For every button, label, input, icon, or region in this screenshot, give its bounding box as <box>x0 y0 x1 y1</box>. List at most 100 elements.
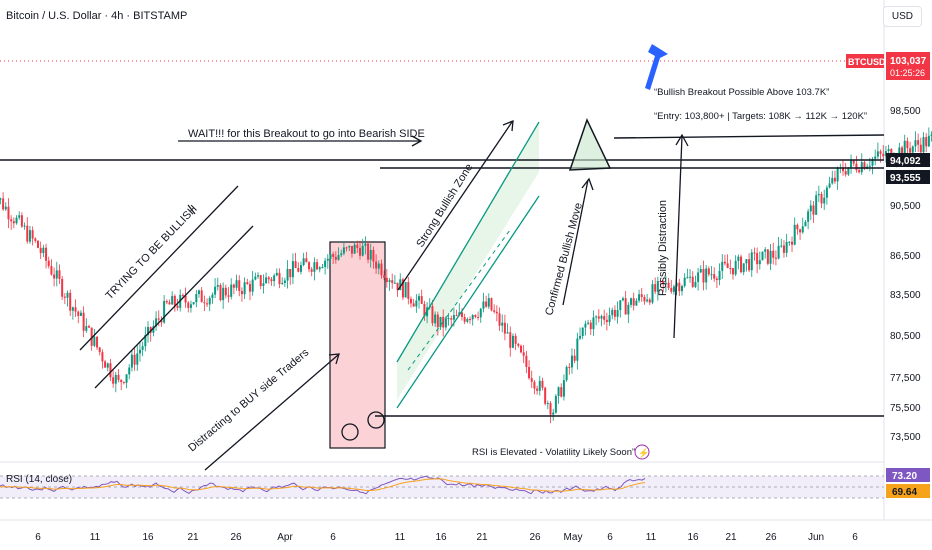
candle-body <box>748 259 751 271</box>
svg-text:73.20: 73.20 <box>892 471 917 482</box>
svg-text:01:25:26: 01:25:26 <box>890 68 925 78</box>
candle-body <box>270 279 273 282</box>
candle-body <box>766 249 769 264</box>
candle-body <box>383 275 386 278</box>
price-tick: 98,500 <box>890 106 921 117</box>
candle-body <box>820 193 823 204</box>
candle-body <box>579 336 582 339</box>
candle-body <box>69 292 72 311</box>
candle-body <box>919 144 922 153</box>
candle-body <box>181 294 184 296</box>
candle-body <box>753 252 756 254</box>
candle-body <box>200 290 203 303</box>
candle-body <box>248 284 251 292</box>
price-axis: 98,500 90,500 86,500 83,500 80,500 77,50… <box>890 106 921 443</box>
candle-body <box>262 283 265 287</box>
candle-body <box>393 282 396 284</box>
candle-body <box>799 229 802 233</box>
candle-body <box>667 282 670 289</box>
candle-body <box>334 256 337 260</box>
candle-body <box>552 412 555 415</box>
candle-body <box>412 303 415 307</box>
svg-text:⚡: ⚡ <box>638 447 649 459</box>
time-tick: 26 <box>765 532 777 543</box>
time-tick: Jun <box>808 532 824 543</box>
last-price-tag <box>886 52 930 80</box>
candle-body <box>208 297 211 305</box>
candle-body <box>608 315 611 323</box>
candle-body <box>189 304 192 308</box>
candle-body <box>361 245 364 256</box>
lightning-icon[interactable] <box>634 444 650 460</box>
candle-body <box>18 215 21 218</box>
candle-body <box>691 276 694 287</box>
candle-body <box>144 335 147 347</box>
candle-body <box>321 267 324 269</box>
candle-body <box>369 249 372 260</box>
candle-body <box>611 309 614 316</box>
candle-body <box>726 263 729 269</box>
candle-body <box>377 263 380 269</box>
candle-body <box>723 261 726 264</box>
candle-body <box>718 270 721 281</box>
candle-body <box>214 286 217 295</box>
candle-body <box>914 140 917 147</box>
currency-button[interactable]: USD <box>882 6 922 27</box>
candle-body <box>568 366 571 368</box>
candle-body <box>729 268 732 270</box>
candle-body <box>809 205 812 212</box>
candle-body <box>600 316 603 319</box>
candle-body <box>683 277 686 286</box>
candle-body <box>340 253 343 256</box>
candle-body <box>251 279 254 292</box>
candle-body <box>227 295 230 297</box>
green-channel-mid <box>407 229 511 371</box>
candle-body <box>842 167 844 172</box>
candle-body <box>452 315 455 320</box>
breakout-note-text: “Bullish Breakout Possible Above 103.7K” <box>654 87 829 98</box>
candle-body <box>53 274 56 279</box>
candle-body <box>858 170 861 173</box>
candle-body <box>541 380 544 388</box>
candle-body <box>460 312 463 318</box>
candle-body <box>485 301 488 307</box>
candle-body <box>715 278 718 281</box>
candle-body <box>517 343 520 346</box>
candle-body <box>337 255 340 260</box>
candle-body <box>884 151 887 157</box>
symbol-tag <box>846 54 884 68</box>
candle-body <box>742 263 745 273</box>
candle-body <box>409 298 412 304</box>
candle-body <box>702 269 705 283</box>
candle-body <box>788 241 791 243</box>
possibly-distraction-text: Possibly Distraction <box>657 200 669 296</box>
candle-body <box>876 151 879 157</box>
candle-body <box>831 177 834 184</box>
candle-body <box>836 168 839 182</box>
candle-body <box>721 261 724 271</box>
candle-body <box>240 290 243 295</box>
candle-body <box>605 319 608 323</box>
candle-body <box>906 140 909 149</box>
time-tick: 26 <box>230 532 242 543</box>
candle-body <box>37 240 39 248</box>
time-tick: 16 <box>687 532 699 543</box>
candle-body <box>98 347 101 353</box>
candle-body <box>404 282 407 298</box>
candle-body <box>420 296 423 304</box>
candle-body <box>782 245 785 253</box>
candle-body <box>184 295 187 303</box>
candle-body <box>238 280 241 291</box>
candle-body <box>423 303 426 317</box>
time-axis: 6 11 16 21 26 Apr 6 11 16 21 26 May 6 11 16 21 26 Jun 6 <box>35 532 858 543</box>
candle-body <box>125 374 128 383</box>
candle-body <box>74 307 77 312</box>
svg-text:94,092: 94,092 <box>890 156 921 167</box>
candle-body <box>63 296 66 298</box>
candle-body <box>850 160 853 168</box>
candle-body <box>664 282 667 285</box>
candle-body <box>520 345 522 353</box>
low-circle-2 <box>367 411 385 429</box>
candle-body <box>444 318 447 328</box>
